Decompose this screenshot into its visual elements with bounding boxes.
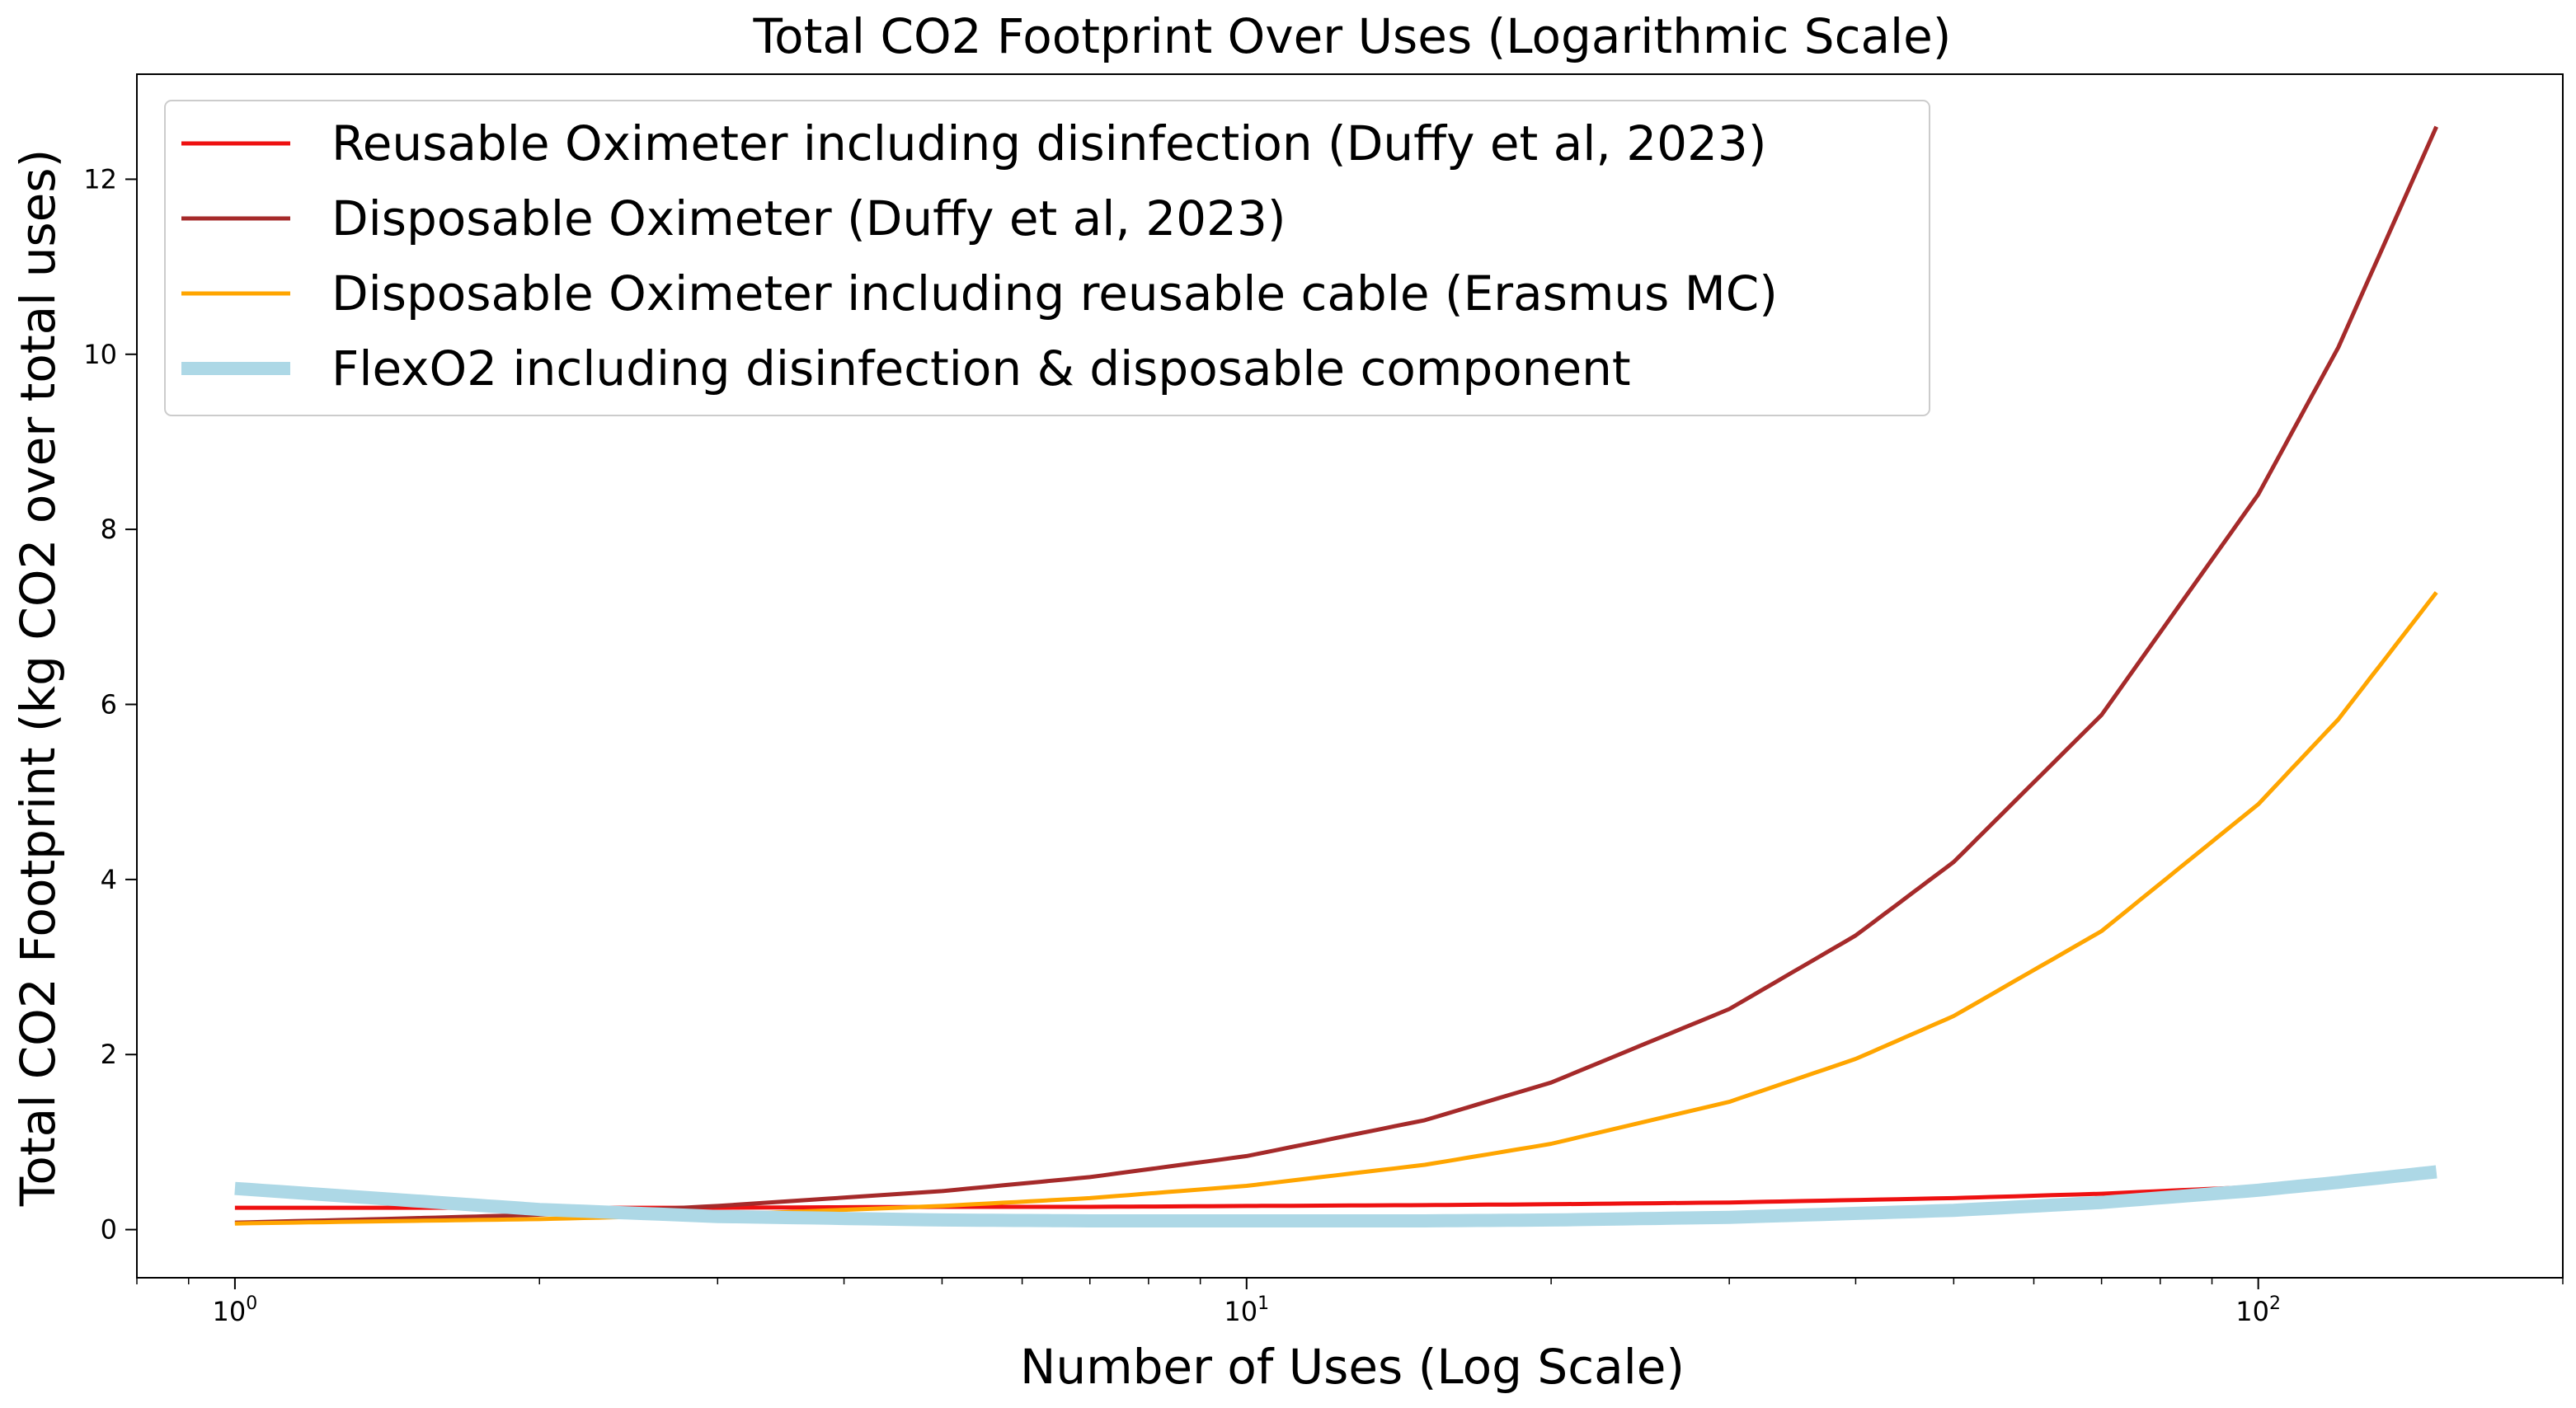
plot-area — [234, 125, 2438, 1227]
axes: 0 2 4 6 8 10 12 100 101 102 — [83, 73, 2564, 1327]
legend: Reusable Oximeter including disinfection… — [164, 100, 1930, 416]
series-line-4 — [234, 1165, 2437, 1227]
x-tick-label: 101 — [1224, 1293, 1269, 1327]
y-tick-label: 12 — [83, 163, 117, 195]
legend-label-2: Disposable Oximeter (Duffy et al, 2023) — [331, 190, 1286, 246]
axes-frame — [136, 73, 2564, 1279]
legend-box — [164, 100, 1930, 416]
y-tick-label: 4 — [101, 864, 117, 895]
x-tick-label: 102 — [2235, 1293, 2281, 1327]
legend-label-4: FlexO2 including disinfection & disposab… — [331, 340, 1631, 397]
y-tick-label: 8 — [101, 514, 117, 545]
legend-label-3: Disposable Oximeter including reusable c… — [331, 265, 1778, 321]
x-tick-label: 100 — [213, 1293, 258, 1327]
y-tick-label: 10 — [83, 339, 117, 370]
y-axis-label: Total CO2 Footprint (kg CO2 over total u… — [10, 149, 66, 1207]
chart-title: Total CO2 Footprint Over Uses (Logarithm… — [753, 8, 1952, 64]
x-axis-label: Number of Uses (Log Scale) — [1020, 1339, 1685, 1395]
y-tick-label: 6 — [101, 689, 117, 720]
y-tick-label: 2 — [101, 1039, 117, 1070]
y-tick-label: 0 — [101, 1214, 117, 1246]
legend-label-1: Reusable Oximeter including disinfection… — [331, 115, 1766, 171]
